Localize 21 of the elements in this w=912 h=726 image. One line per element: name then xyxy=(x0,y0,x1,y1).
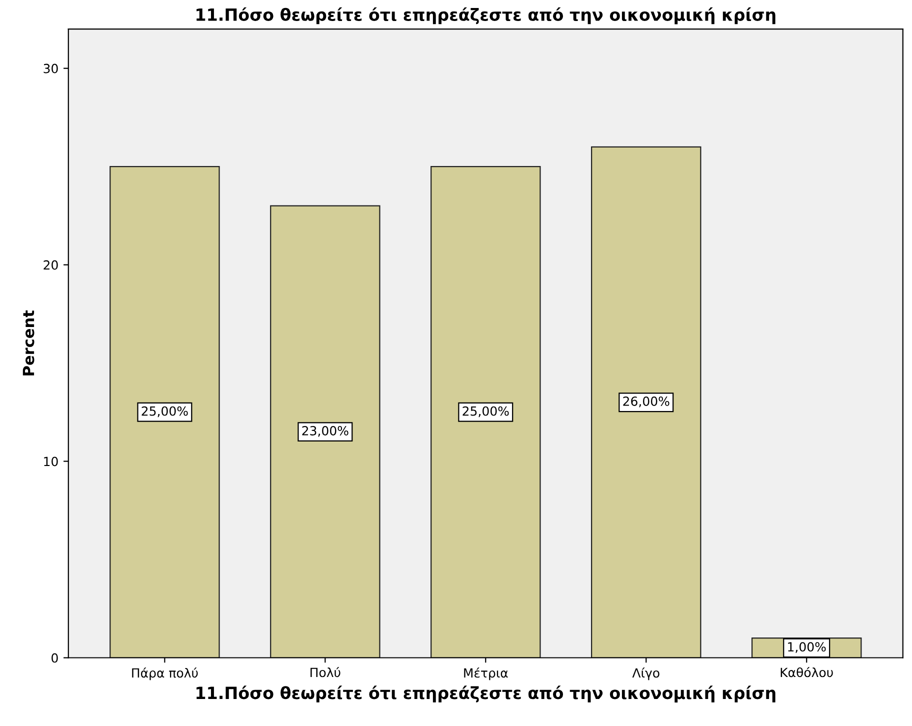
data-label: 26,00% xyxy=(623,396,670,408)
x-tick-label: Μέτρια xyxy=(464,667,508,680)
bar xyxy=(110,166,220,658)
x-axis-title: 11.Πόσο θεωρείτε ότι επηρεάζεστε από την οικονομική κρίση xyxy=(196,686,776,702)
y-tick-label: 30 xyxy=(44,64,58,74)
y-tick-label: 20 xyxy=(44,260,58,270)
y-axis-title: Percent xyxy=(22,310,34,376)
bar xyxy=(430,166,541,658)
bar xyxy=(591,146,702,658)
x-tick-label: Πολύ xyxy=(310,666,340,678)
x-tick-label: Πάρα πολύ xyxy=(132,667,198,680)
bar xyxy=(270,205,380,658)
x-tick-label: Καθόλου xyxy=(780,666,833,678)
data-label: 23,00% xyxy=(302,426,348,437)
data-label: 25,00% xyxy=(142,406,188,418)
chart-title: 11.Πόσο θεωρείτε ότι επηρεάζεστε από την οικονομική κρίση xyxy=(196,7,776,24)
data-label: 25,00% xyxy=(462,406,509,418)
data-label: 1,00% xyxy=(788,642,826,653)
x-tick-label: Λίγο xyxy=(632,667,660,680)
y-tick-label: 10 xyxy=(44,456,58,466)
y-tick-label: 0 xyxy=(52,653,58,663)
